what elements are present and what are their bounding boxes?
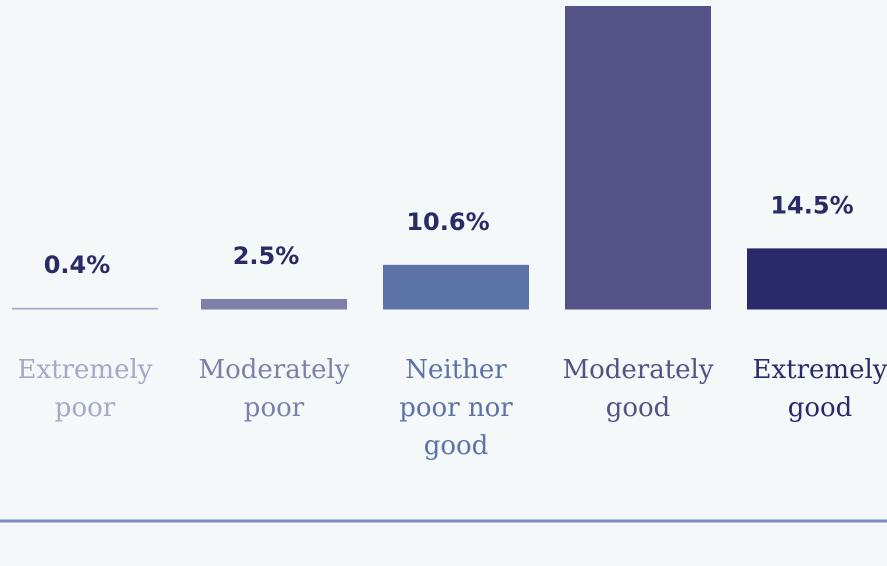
bar-4 xyxy=(747,248,887,310)
bar-0 xyxy=(12,307,158,310)
category-label-line: good xyxy=(424,431,489,461)
category-label-line: good xyxy=(606,393,671,423)
value-label-2: 10.6% xyxy=(406,208,489,236)
category-label-line: Extremely xyxy=(18,355,153,385)
category-label-line: Neither xyxy=(405,355,507,385)
category-label-line: good xyxy=(788,393,853,423)
category-label-4: Extremely good xyxy=(753,355,887,423)
category-label-line: poor xyxy=(244,393,305,423)
bars-layer xyxy=(12,6,887,310)
bar-3 xyxy=(565,6,711,310)
category-label-line: poor xyxy=(55,393,116,423)
category-label-1: Moderately poor xyxy=(198,355,349,423)
value-labels-layer: 0.4% 2.5% 10.6% 14.5% xyxy=(44,191,854,278)
category-label-3: Moderately good xyxy=(562,355,713,423)
bar-1 xyxy=(201,298,347,310)
category-label-line: Extremely xyxy=(753,355,887,385)
category-label-line: poor nor xyxy=(399,393,513,423)
category-labels-layer: Extremely poor Moderately poor Neither poor n… xyxy=(18,355,887,461)
category-label-line: Moderately xyxy=(198,355,349,385)
bar-2 xyxy=(383,264,529,310)
category-label-line: Moderately xyxy=(562,355,713,385)
value-label-4: 14.5% xyxy=(770,191,853,219)
category-label-2: Neither poor nor good xyxy=(399,355,513,461)
category-label-0: Extremely poor xyxy=(18,355,153,423)
value-label-1: 2.5% xyxy=(233,242,300,270)
value-label-0: 0.4% xyxy=(44,251,111,279)
